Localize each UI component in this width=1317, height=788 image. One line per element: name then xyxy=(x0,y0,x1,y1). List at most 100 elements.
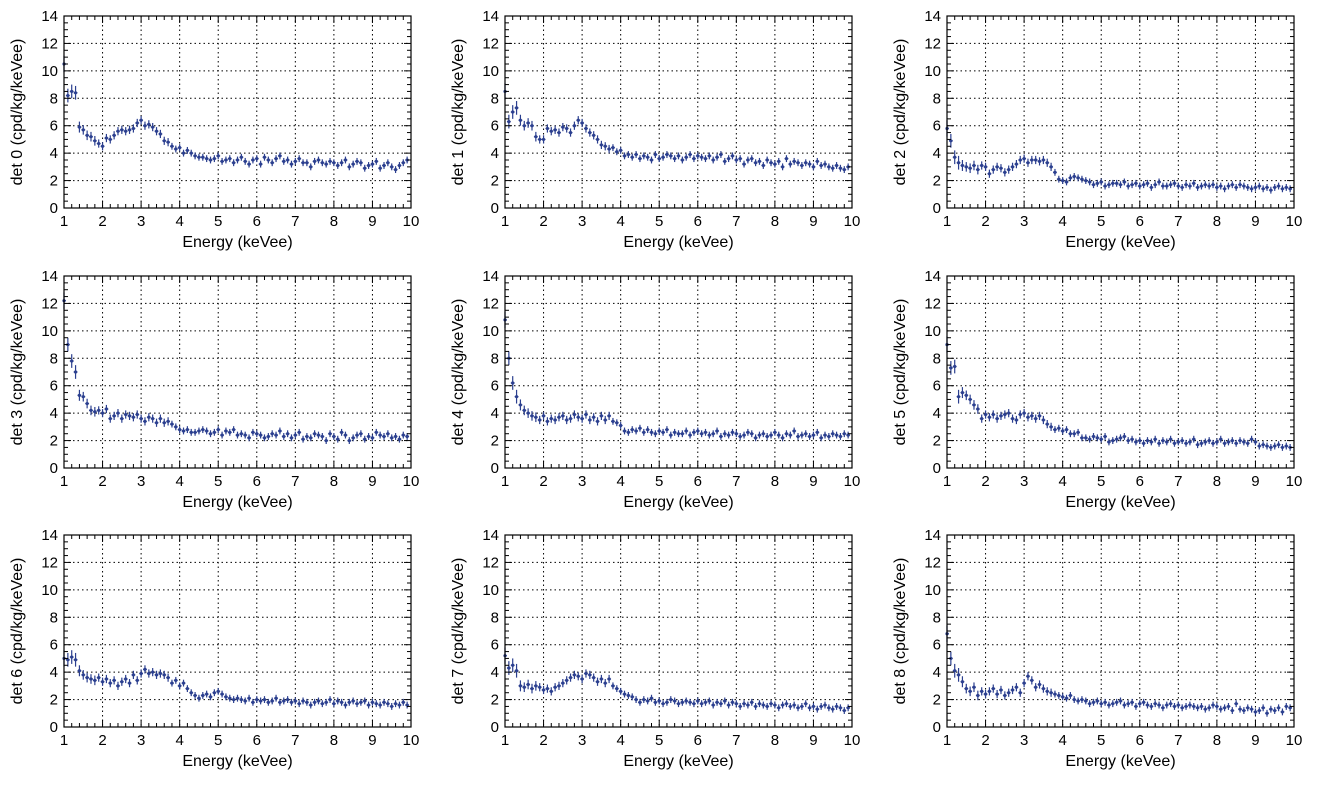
data-point xyxy=(366,433,371,440)
data-marker xyxy=(781,436,785,440)
data-point xyxy=(397,701,402,709)
data-marker xyxy=(1061,178,1065,183)
x-tick-label: 8 xyxy=(771,732,779,749)
data-point xyxy=(826,433,831,440)
data-point xyxy=(1272,442,1277,450)
data-marker xyxy=(592,676,596,680)
data-point xyxy=(811,703,816,710)
data-marker xyxy=(224,695,228,699)
data-point xyxy=(1172,179,1177,187)
data-point xyxy=(1072,430,1077,438)
data-point xyxy=(1207,704,1212,712)
data-point xyxy=(649,156,654,164)
data-point xyxy=(316,431,321,439)
data-point xyxy=(370,160,375,168)
data-marker xyxy=(313,432,317,436)
x-tick-label: 4 xyxy=(616,473,624,490)
y-tick-label: 6 xyxy=(50,118,58,135)
data-point xyxy=(668,152,673,160)
data-marker xyxy=(1165,440,1169,444)
data-marker xyxy=(522,124,526,128)
data-point xyxy=(572,410,577,419)
data-point xyxy=(243,697,248,705)
data-point xyxy=(522,682,527,693)
data-point xyxy=(358,430,363,438)
data-point xyxy=(618,146,623,154)
data-point xyxy=(389,163,394,171)
data-point xyxy=(972,682,976,693)
data-point xyxy=(123,410,128,419)
data-marker xyxy=(1007,168,1011,172)
data-marker xyxy=(719,702,723,706)
data-marker xyxy=(1215,185,1219,190)
data-marker xyxy=(807,434,812,439)
data-marker xyxy=(592,415,596,419)
x-tick-label: 4 xyxy=(616,213,624,230)
data-marker xyxy=(976,693,980,698)
data-marker xyxy=(1068,693,1072,698)
y-tick-label: 12 xyxy=(41,554,58,571)
data-point xyxy=(691,428,696,436)
data-marker xyxy=(676,154,681,158)
data-point xyxy=(815,705,820,713)
data-point xyxy=(1214,438,1219,446)
data-marker xyxy=(680,432,684,436)
data-marker xyxy=(1223,187,1227,191)
x-tick-label: 2 xyxy=(981,213,989,230)
data-point xyxy=(1245,704,1250,712)
data-marker xyxy=(316,699,321,703)
data-marker xyxy=(1207,706,1211,710)
data-point xyxy=(634,151,639,158)
data-marker xyxy=(393,434,398,439)
data-point xyxy=(385,700,390,708)
data-point xyxy=(1187,438,1192,446)
data-marker xyxy=(266,700,270,704)
data-point xyxy=(285,156,290,164)
data-point xyxy=(239,696,244,703)
data-marker xyxy=(1161,184,1165,188)
data-point xyxy=(1041,684,1046,693)
data-point xyxy=(549,687,554,696)
x-axis-label: Energy (keVee) xyxy=(623,494,733,511)
data-point xyxy=(533,412,538,423)
data-marker xyxy=(626,430,630,434)
data-marker xyxy=(561,681,565,685)
data-marker xyxy=(104,407,109,411)
data-marker xyxy=(1172,704,1177,709)
data-point xyxy=(281,157,286,165)
data-marker xyxy=(960,390,965,395)
data-marker xyxy=(1211,183,1215,187)
x-tick-label: 5 xyxy=(655,732,663,749)
data-point xyxy=(1103,698,1108,706)
data-marker xyxy=(70,359,74,363)
data-marker xyxy=(139,417,143,421)
data-point xyxy=(1053,690,1057,698)
data-marker xyxy=(1018,412,1022,417)
data-marker xyxy=(1257,708,1261,713)
data-marker xyxy=(1238,438,1242,443)
data-marker xyxy=(178,146,182,150)
data-marker xyxy=(162,421,166,425)
y-tick-label: 10 xyxy=(482,582,499,599)
y-axis-label: det 0 (cpd/kg/keVee) xyxy=(9,39,26,186)
data-point xyxy=(92,136,97,146)
data-point xyxy=(104,404,109,414)
data-marker xyxy=(661,155,665,159)
data-point xyxy=(1091,433,1096,440)
plot-area xyxy=(947,16,1294,208)
data-point xyxy=(557,681,561,690)
data-marker xyxy=(980,417,984,421)
data-point xyxy=(177,426,182,434)
data-point xyxy=(331,433,336,440)
y-tick-label: 14 xyxy=(41,268,58,285)
data-marker xyxy=(592,133,596,137)
data-marker xyxy=(742,702,746,706)
data-marker xyxy=(320,434,324,439)
data-point xyxy=(185,685,190,693)
data-point xyxy=(711,156,716,164)
data-marker xyxy=(727,703,731,707)
data-marker xyxy=(1053,692,1057,696)
data-point xyxy=(1130,698,1134,706)
data-point xyxy=(680,698,685,706)
